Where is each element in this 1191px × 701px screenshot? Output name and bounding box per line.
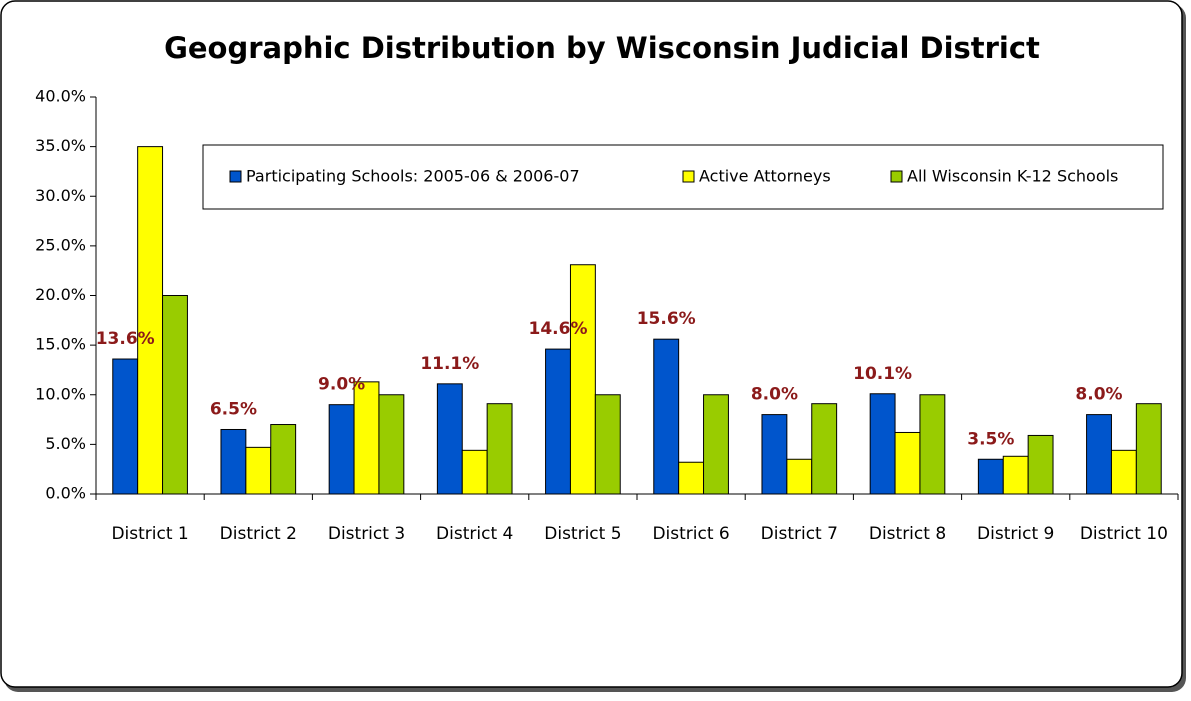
bar <box>270 424 297 495</box>
bar <box>869 393 896 495</box>
data-label: 14.6% <box>529 319 588 339</box>
bar <box>461 449 488 495</box>
bar <box>703 394 729 495</box>
y-tick-label: 35.0% <box>35 136 86 155</box>
y-tick-label: 5.0% <box>45 434 86 453</box>
legend-swatch <box>890 170 903 183</box>
data-label: 8.0% <box>1075 385 1122 405</box>
legend-label: All Wisconsin K-12 Schools <box>907 167 1118 186</box>
x-tick-label: District 10 <box>1080 524 1168 544</box>
bar <box>1027 434 1054 495</box>
bar <box>162 295 188 495</box>
x-tick-label: District 9 <box>977 524 1054 544</box>
bar <box>486 403 513 495</box>
x-tick-label: District 6 <box>652 524 729 544</box>
data-label: 13.6% <box>96 329 155 349</box>
data-label: 9.0% <box>318 375 365 395</box>
bar <box>761 414 788 495</box>
y-tick-label: 30.0% <box>35 186 86 205</box>
bar <box>678 461 705 495</box>
data-label: 10.1% <box>853 364 912 384</box>
data-label: 3.5% <box>967 429 1014 449</box>
legend-swatch <box>229 170 242 183</box>
bar <box>594 394 621 495</box>
bar <box>353 381 380 495</box>
bar <box>653 338 680 495</box>
bar <box>328 404 355 495</box>
bar <box>977 458 1004 495</box>
y-tick-label: 20.0% <box>35 285 86 304</box>
legend-label: Active Attorneys <box>699 167 831 186</box>
data-label: 11.1% <box>420 354 479 374</box>
data-label: 8.0% <box>751 385 798 405</box>
bar <box>137 146 164 495</box>
bar <box>378 394 405 495</box>
x-tick-label: District 1 <box>111 524 188 544</box>
bar <box>569 264 596 495</box>
x-tick-label: District 4 <box>436 524 513 544</box>
y-tick-label: 10.0% <box>35 384 86 403</box>
bar <box>436 383 463 495</box>
bar <box>919 394 946 495</box>
x-tick-label: District 3 <box>328 524 405 544</box>
bar <box>1086 414 1112 495</box>
bar <box>1135 403 1162 495</box>
legend-swatch <box>682 170 695 183</box>
bar <box>245 446 272 495</box>
chart-title: Geographic Distribution by Wisconsin Jud… <box>164 31 1040 65</box>
x-tick-label: District 5 <box>544 524 621 544</box>
bar <box>1002 455 1029 495</box>
x-tick-label: District 8 <box>869 524 946 544</box>
bar <box>894 431 921 495</box>
legend-label: Participating Schools: 2005-06 & 2006-07 <box>246 167 580 186</box>
y-tick-label: 0.0% <box>45 484 86 503</box>
y-tick-label: 25.0% <box>35 235 86 254</box>
bar <box>811 403 838 495</box>
bar <box>220 428 247 495</box>
bar <box>545 348 571 495</box>
data-label: 6.5% <box>210 399 257 419</box>
x-tick-label: District 2 <box>220 524 297 544</box>
y-tick-label: 40.0% <box>35 87 86 106</box>
bar <box>112 358 139 495</box>
x-tick-label: District 7 <box>761 524 838 544</box>
y-tick-label: 15.0% <box>35 335 86 354</box>
data-label: 15.6% <box>637 309 696 329</box>
bar <box>786 458 813 495</box>
bar <box>1110 449 1137 495</box>
